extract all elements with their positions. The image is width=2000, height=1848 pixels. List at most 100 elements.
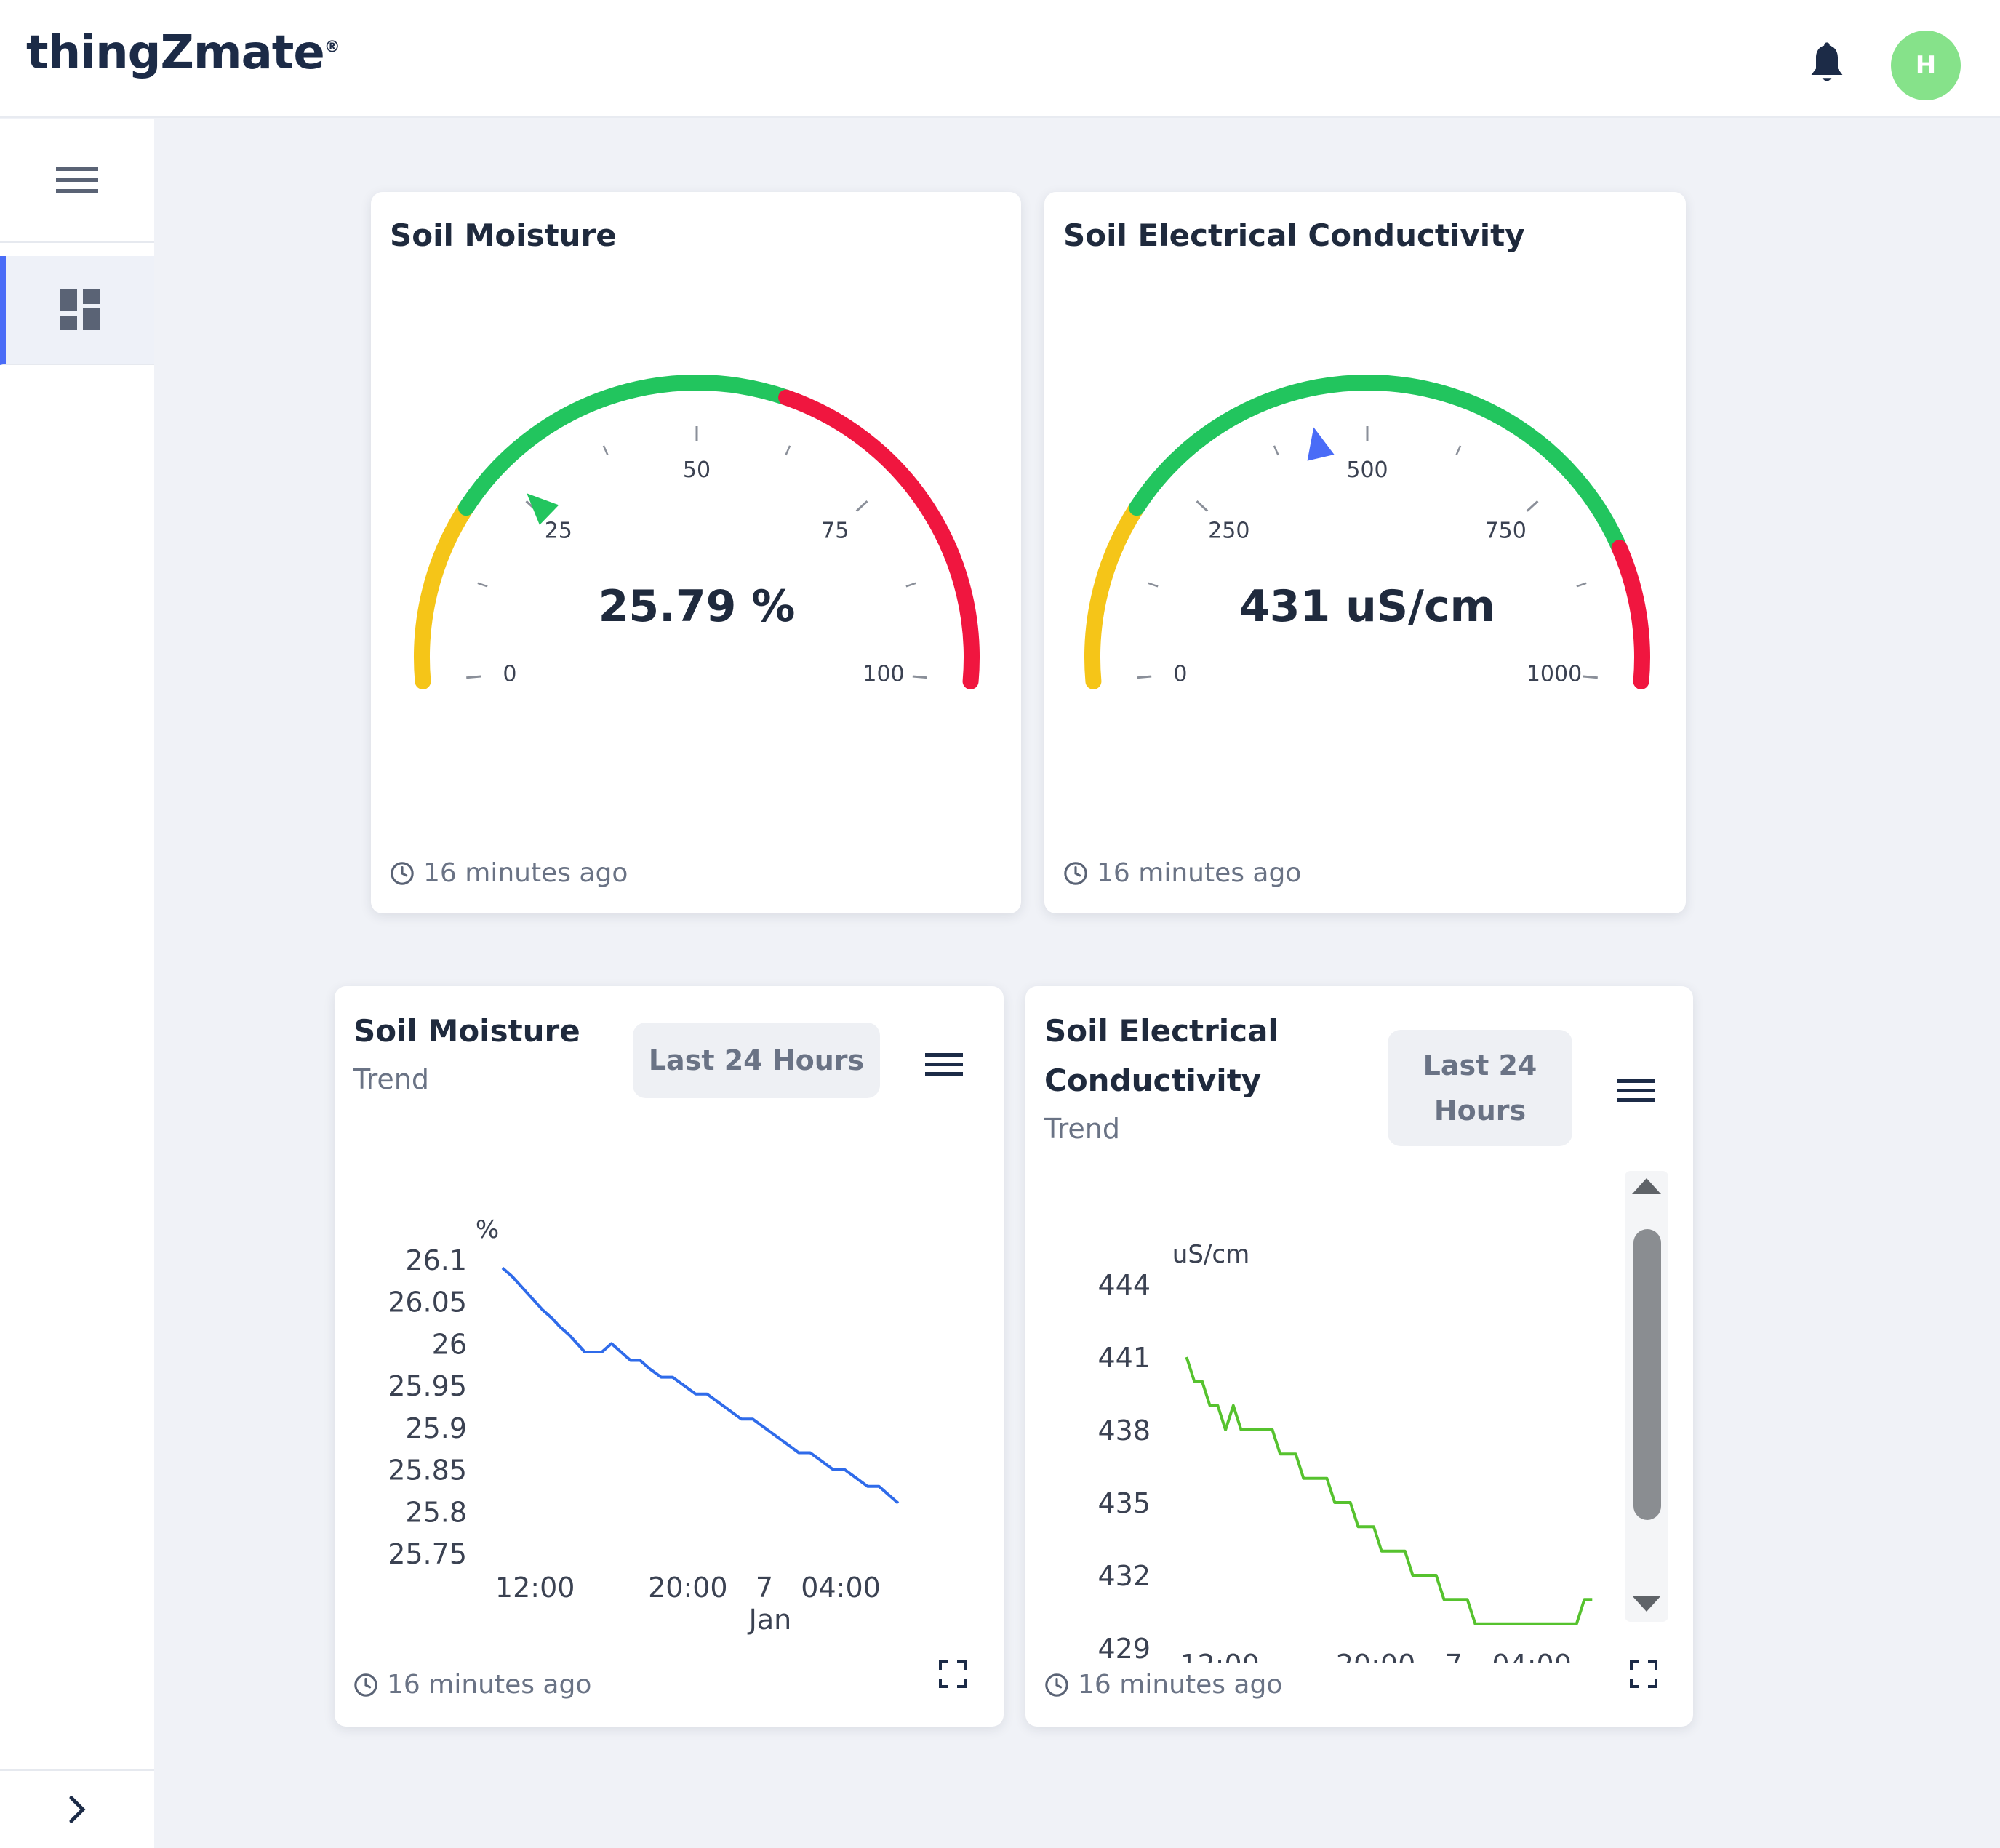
dashboard-icon <box>60 289 100 330</box>
gauge-minor-tick <box>905 582 916 588</box>
y-axis-unit: % <box>476 1215 499 1244</box>
card-title: Soil Electrical Conductivity <box>1063 217 1525 253</box>
scroll-up-icon[interactable] <box>1625 1171 1668 1200</box>
card-subtitle: Trend <box>353 1063 429 1095</box>
chevron-right-icon <box>69 1796 86 1823</box>
last-updated: 16 minutes ago <box>1044 1670 1282 1700</box>
time-range-button[interactable]: Last 24 Hours <box>1388 1030 1572 1146</box>
card-subtitle: Trend <box>1044 1113 1120 1145</box>
y-tick-label: 25.9 <box>405 1412 467 1444</box>
fullscreen-icon[interactable] <box>938 1660 967 1689</box>
gauge-major-tick <box>1583 675 1598 679</box>
gauge-card-soil-ec: Soil Electrical Conductivity 0 250 500 750 1… <box>1044 192 1686 913</box>
y-tick-label: 432 <box>1097 1560 1151 1592</box>
chart-menu-icon[interactable] <box>925 1050 963 1079</box>
x-tick-label: 7 <box>1445 1649 1463 1663</box>
x-tick-label: 12:00 <box>495 1572 575 1604</box>
gauge-minor-tick <box>1455 445 1462 456</box>
gauge-minor-tick <box>1273 445 1279 456</box>
sidebar <box>0 119 154 1848</box>
gauge-band-0 <box>414 500 474 689</box>
gauge-tick-label: 1000 <box>1527 661 1582 687</box>
gauge-major-tick <box>1137 675 1152 679</box>
gauge-tick-label: 75 <box>821 519 849 544</box>
gauge-band-1 <box>457 375 795 516</box>
timestamp-text: 16 minutes ago <box>387 1670 592 1700</box>
x-tick-label: 04:00 <box>1492 1649 1572 1663</box>
timestamp-text: 16 minutes ago <box>423 858 628 888</box>
y-tick-label: 25.75 <box>388 1538 467 1570</box>
y-tick-label: 25.8 <box>405 1496 467 1528</box>
y-tick-label: 438 <box>1097 1415 1151 1447</box>
gauge-pointer <box>527 493 559 525</box>
y-tick-label: 25.85 <box>388 1455 467 1487</box>
user-avatar[interactable]: H <box>1891 31 1961 100</box>
x-sub-label: Jan <box>748 1604 792 1636</box>
gauge-major-tick <box>855 500 868 512</box>
gauge-tick-label: 750 <box>1485 519 1527 544</box>
gauge-chart: 0 25 50 75 100 25.79 % <box>414 375 980 689</box>
brand-logo[interactable]: thingZmate® <box>26 26 340 80</box>
card-title: Soil Electrical Conductivity <box>1044 1013 1279 1098</box>
clock-icon <box>1045 1673 1068 1697</box>
trend-line <box>501 1266 900 1505</box>
top-header: thingZmate® H <box>0 0 2000 118</box>
gauge-tick-label: 25 <box>545 519 572 544</box>
y-axis-unit: uS/cm <box>1172 1240 1249 1269</box>
gauge-minor-tick <box>1576 582 1587 588</box>
timestamp-text: 16 minutes ago <box>1097 858 1302 888</box>
gauge-major-tick <box>1196 500 1209 512</box>
trend-card-soil-ec: Soil Electrical Conductivity Trend Last … <box>1025 986 1693 1727</box>
gauge-band-0 <box>1084 500 1145 689</box>
y-tick-label: 26.05 <box>388 1287 467 1319</box>
sidebar-menu-button[interactable] <box>0 119 154 243</box>
card-title: Soil Moisture <box>390 217 617 253</box>
bell-icon[interactable] <box>1808 42 1846 86</box>
gauge-minor-tick <box>602 445 609 456</box>
sidebar-item-dashboard[interactable] <box>0 256 154 365</box>
trend-chart: 444 441 438 435 432 429 uS/cm 12:00 20:00 7 04:00 <box>1097 1240 1593 1663</box>
gauge-tick-label: 0 <box>503 661 516 687</box>
chart-scrollbar[interactable] <box>1625 1171 1668 1622</box>
gauge-minor-tick <box>1148 582 1159 588</box>
y-tick-label: 444 <box>1097 1269 1151 1301</box>
gauge-tick-label: 250 <box>1208 519 1249 544</box>
gauge-minor-tick <box>477 582 488 588</box>
gauge-band-2 <box>1611 540 1650 689</box>
trend-card-soil-moisture: Soil Moisture Trend Last 24 Hours 26.1 26… <box>335 986 1004 1727</box>
gauge-chart: 0 250 500 750 1000 431 uS/cm <box>1084 375 1650 689</box>
gauge-band-1 <box>1128 375 1628 556</box>
gauge-band-2 <box>778 389 980 689</box>
gauge-tick-label: 500 <box>1346 457 1388 483</box>
clock-icon <box>354 1673 377 1697</box>
last-updated: 16 minutes ago <box>390 858 628 888</box>
timestamp-text: 16 minutes ago <box>1078 1670 1283 1700</box>
x-tick-label: 04:00 <box>801 1572 881 1604</box>
gauge-major-tick <box>1526 500 1539 512</box>
chart-menu-icon[interactable] <box>1617 1076 1655 1105</box>
gauge-tick-label: 50 <box>683 457 711 483</box>
time-range-button[interactable]: Last 24 Hours <box>633 1023 880 1098</box>
card-title: Soil Moisture <box>353 1013 580 1049</box>
gauge-value: 431 uS/cm <box>1239 581 1495 632</box>
fullscreen-icon[interactable] <box>1629 1660 1658 1689</box>
y-tick-label: 26.1 <box>405 1244 467 1276</box>
avatar-initial: H <box>1915 51 1937 80</box>
sidebar-expand-button[interactable] <box>0 1769 154 1848</box>
x-tick-label: 20:00 <box>648 1572 728 1604</box>
hamburger-icon <box>56 167 98 193</box>
clock-icon <box>391 861 414 885</box>
last-updated: 16 minutes ago <box>1063 858 1301 888</box>
trend-line <box>1185 1356 1593 1625</box>
gauge-pointer <box>1307 427 1335 461</box>
x-tick-label: 7 <box>756 1572 773 1604</box>
y-tick-label: 435 <box>1097 1487 1151 1519</box>
gauge-minor-tick <box>785 445 791 456</box>
gauge-value: 25.79 % <box>599 581 796 632</box>
gauge-tick-label: 0 <box>1173 661 1187 687</box>
gauge-major-tick <box>912 675 927 679</box>
scrollbar-thumb[interactable] <box>1633 1229 1661 1520</box>
scroll-down-icon[interactable] <box>1625 1590 1668 1619</box>
trend-chart: 26.1 26.05 26 25.95 25.9 25.85 25.8 25.75% 12:00… <box>388 1215 900 1636</box>
y-tick-label: 26 <box>432 1328 467 1360</box>
